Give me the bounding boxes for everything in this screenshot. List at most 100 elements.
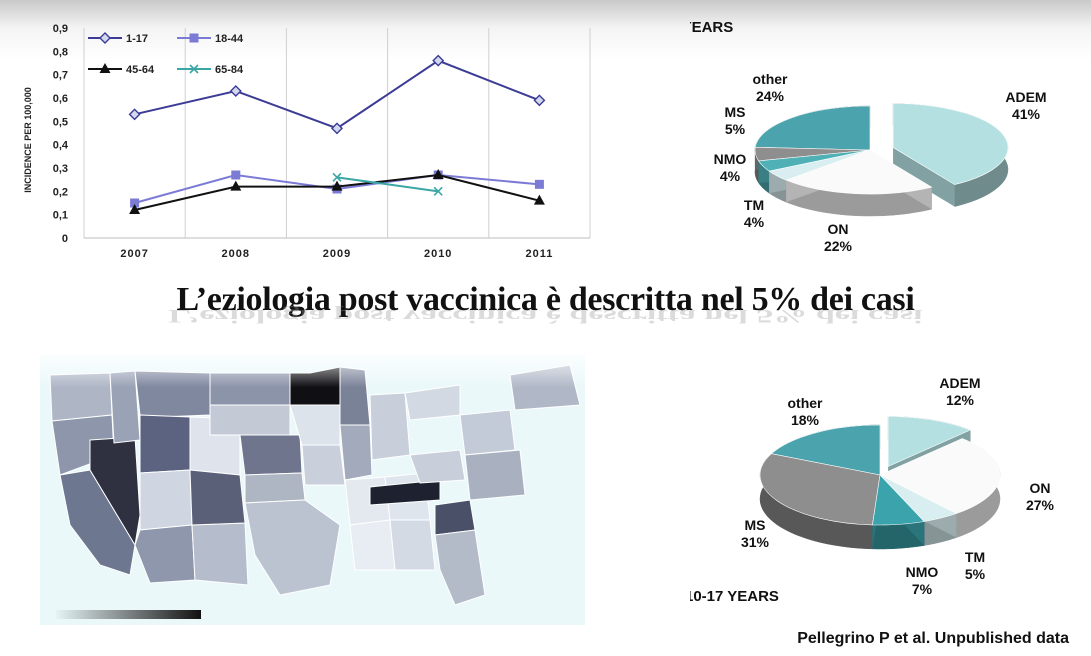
x-tick-label: 2009 [323, 248, 351, 260]
y-tick-label: 0,2 [53, 186, 68, 198]
pie-slice-nmo [872, 474, 925, 550]
pie-slice-ms [759, 453, 881, 550]
y-tick-label: 0,1 [53, 210, 68, 222]
pie-slice-on [785, 149, 933, 217]
pie-label-name: ON [1030, 480, 1051, 496]
pie-slice-top [754, 105, 871, 151]
source-citation: Pellegrino P et al. Unpublished data [797, 630, 1069, 647]
legend-label: 1-17 [126, 33, 148, 45]
y-tick-label: 0,3 [53, 163, 68, 175]
pie-label-ms: MS5% [725, 104, 746, 137]
line-chart-x-ticks: 2007 2008 2009 2010 2011 [120, 248, 553, 260]
pie-slice-adem [892, 103, 1009, 207]
pie-label-name: MS [725, 104, 746, 120]
pie-slice-wall [893, 147, 955, 207]
pie-label-tm: TM4% [744, 197, 765, 230]
pie-label-value: 31% [741, 534, 770, 550]
legend-item: 65-84 [177, 64, 244, 76]
pie-label-name: ADEM [1005, 89, 1046, 105]
legend-label: 18-44 [215, 33, 244, 45]
data-point [331, 180, 343, 191]
pie-label-value: 4% [720, 168, 741, 184]
pie-label-value: 12% [946, 392, 975, 408]
data-point [230, 180, 242, 191]
line-chart-series [128, 54, 546, 214]
pie-label-value: 27% [1026, 497, 1055, 513]
pie-label-value: 7% [912, 581, 933, 597]
pie-label-name: NMO [906, 564, 939, 580]
x-tick-label: 2011 [525, 248, 553, 260]
y-tick-label: 0,8 [53, 46, 68, 58]
pie-label-value: 4% [744, 214, 765, 230]
pie-label-name: TM [965, 549, 985, 565]
data-point [189, 64, 199, 74]
x-tick-label: 2007 [120, 248, 148, 260]
x-tick-label: 2008 [222, 248, 250, 260]
data-point [229, 85, 242, 97]
headline-reflection: L’eziologia post vaccinica è descritta n… [168, 305, 923, 326]
usa-choropleth-map [40, 355, 585, 625]
pie-label-tm: TM5% [965, 549, 986, 582]
data-point [331, 122, 343, 135]
pie-slice-top [879, 438, 1001, 514]
data-point [99, 32, 111, 44]
pie-label-value: 41% [1012, 106, 1041, 122]
pie-slice-top [892, 103, 1009, 185]
legend-label: 45-64 [126, 64, 155, 76]
pie-label-name: NMO [714, 151, 747, 167]
pie-label-value: 5% [725, 121, 746, 137]
headline: L’eziologia post vaccinica è descritta n… [176, 281, 915, 318]
y-tick-label: 0,4 [53, 140, 69, 152]
pie-chart-0-9-years: 0-9 YEARS ADEM41%ON22%TM4%NMO4%MS5%other… [690, 19, 1047, 254]
pie-label-name: ADEM [939, 375, 980, 391]
data-point [99, 63, 111, 73]
map-color-scale [56, 610, 201, 619]
legend-item: 1-17 [88, 32, 148, 45]
data-point [189, 33, 199, 43]
incidence-line-chart: 00,10,20,30,40,50,60,70,80,9 2007 2008 200… [23, 23, 591, 260]
y-tick-label: 0,6 [53, 93, 68, 105]
pie-slice-top [770, 424, 881, 476]
data-point [433, 186, 443, 196]
pie-label-value: 22% [824, 238, 853, 254]
pie-title-0-9: 0-9 YEARS [690, 19, 733, 36]
y-axis-label: INCIDENCE PER 100,000 [23, 87, 33, 193]
pie-label-value: 5% [965, 566, 986, 582]
pie-slice-top [887, 416, 972, 467]
series-line [336, 176, 439, 193]
pie-0-9-slices [754, 103, 1009, 217]
line-chart-legend: 1-17 18-44 45-64 65-84 [88, 32, 244, 76]
y-tick-label: 0,9 [53, 23, 68, 35]
pie-label-name: other [753, 71, 789, 87]
data-point [432, 54, 445, 67]
pie-label-name: TM [744, 197, 764, 213]
series-65-84 [332, 172, 443, 196]
pie-10-17-slices [759, 416, 1001, 550]
legend-item: 18-44 [177, 33, 244, 45]
data-point [129, 204, 141, 214]
data-point [130, 198, 140, 208]
data-point [332, 172, 342, 182]
pie-label-value: 18% [791, 412, 820, 428]
pie-label-name: MS [745, 517, 766, 533]
pie-label-name: ON [828, 221, 849, 237]
data-point [432, 169, 444, 179]
data-point [533, 94, 546, 107]
y-tick-label: 0,7 [53, 70, 68, 82]
y-tick-label: 0,5 [53, 116, 68, 128]
map-top-fade [40, 355, 585, 625]
line-chart-grid [83, 28, 591, 239]
data-point [231, 170, 241, 180]
x-tick-label: 2010 [424, 248, 452, 260]
pie-label-name: other [788, 395, 824, 411]
